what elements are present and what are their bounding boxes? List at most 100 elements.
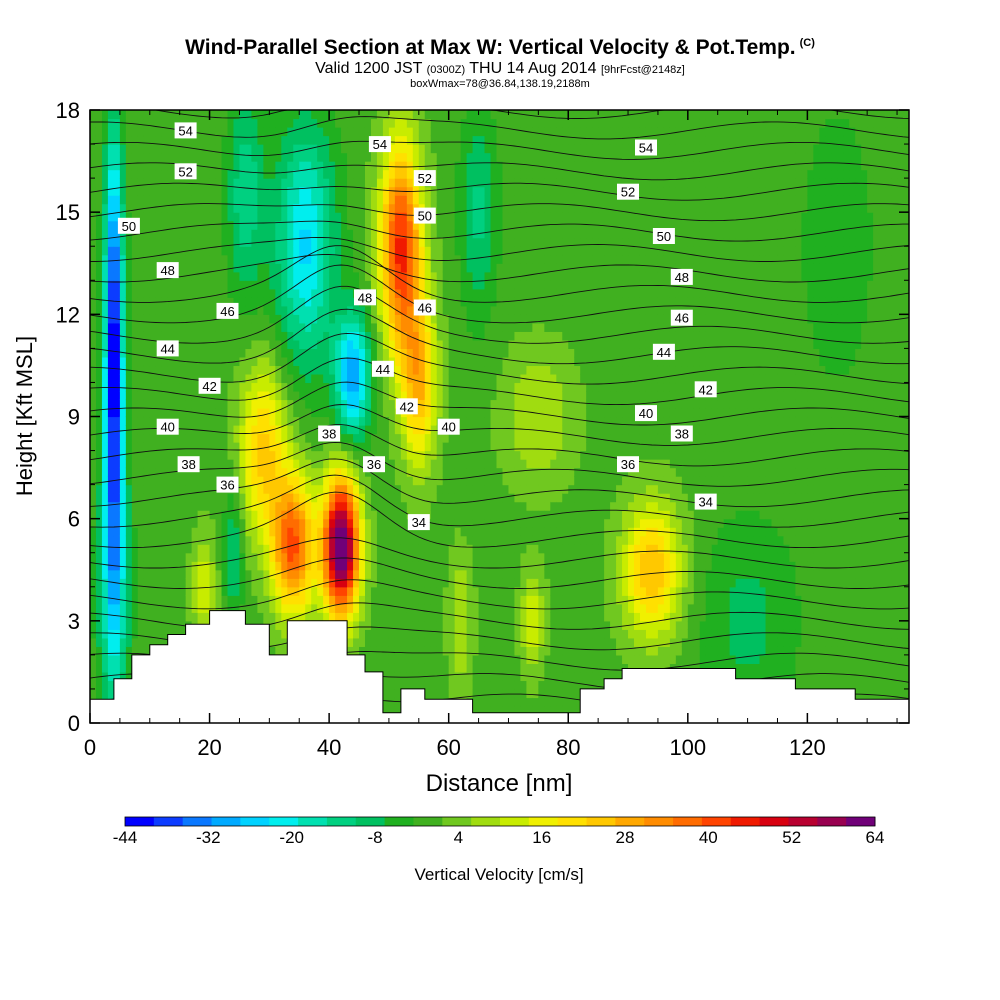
field-cell <box>233 203 241 213</box>
field-cell <box>406 135 414 145</box>
field-cell <box>95 118 103 128</box>
field-cell <box>359 186 366 196</box>
field-cell <box>347 382 354 392</box>
field-cell <box>185 595 193 605</box>
field-cell <box>167 246 175 256</box>
field-cell <box>490 322 498 332</box>
field-cell <box>400 144 408 154</box>
chart-subtitle: Valid 1200 JST (0300Z) THU 14 Aug 2014 [… <box>0 60 1000 78</box>
field-cell <box>359 382 366 392</box>
field-cell <box>113 110 121 120</box>
field-cell <box>502 586 510 596</box>
field-cell <box>209 135 217 145</box>
field-cell <box>388 620 396 630</box>
field-cell <box>269 314 276 324</box>
field-cell <box>305 271 312 281</box>
field-cell <box>107 595 115 605</box>
field-cell <box>203 127 211 137</box>
field-cell <box>496 356 504 367</box>
field-cell <box>359 612 366 622</box>
field-cell <box>466 484 474 494</box>
field-cell <box>394 493 402 503</box>
field-cell <box>107 671 115 682</box>
field-cell <box>155 501 163 511</box>
field-cell <box>263 314 270 324</box>
field-cell <box>179 612 187 622</box>
field-cell <box>323 407 330 418</box>
field-cell <box>442 442 450 452</box>
field-cell <box>161 203 169 213</box>
field-cell <box>125 535 133 545</box>
field-cell <box>335 578 342 588</box>
field-cell <box>101 561 109 571</box>
field-cell <box>287 467 294 477</box>
field-cell <box>281 612 288 622</box>
field-cell <box>233 169 241 179</box>
field-cell <box>364 552 372 562</box>
field-cell <box>257 271 264 281</box>
field-cell <box>227 603 235 613</box>
field-cell <box>131 314 139 324</box>
field-cell <box>329 373 336 384</box>
field-cell <box>215 450 223 460</box>
field-cell <box>287 254 294 264</box>
field-cell <box>131 195 139 205</box>
field-cell <box>269 484 276 494</box>
field-cell <box>496 518 504 528</box>
field-cell <box>269 178 276 188</box>
field-cell <box>335 569 342 579</box>
field-cell <box>161 612 169 622</box>
field-cell <box>263 484 270 494</box>
field-cell <box>167 459 175 469</box>
field-cell <box>281 212 288 222</box>
field-cell <box>299 152 306 162</box>
field-cell <box>370 314 378 324</box>
field-cell <box>269 493 276 503</box>
field-cell <box>448 271 456 281</box>
field-cell <box>496 578 504 588</box>
field-cell <box>364 535 372 545</box>
field-cell <box>436 688 444 699</box>
field-cell <box>119 407 127 418</box>
field-cell <box>287 203 294 213</box>
field-cell <box>317 271 324 281</box>
field-cell <box>347 612 354 622</box>
field-cell <box>167 144 175 154</box>
field-cell <box>353 339 360 349</box>
field-cell <box>424 629 432 639</box>
field-cell <box>341 271 348 281</box>
field-cell <box>394 620 402 630</box>
field-cell <box>251 569 258 579</box>
field-cell <box>448 501 456 511</box>
field-cell <box>239 552 247 562</box>
field-cell <box>376 654 384 664</box>
field-cell <box>323 561 330 571</box>
field-cell <box>95 620 103 630</box>
field-cell <box>90 646 97 656</box>
field-cell <box>203 110 211 120</box>
field-cell <box>281 314 288 324</box>
field-cell <box>448 646 456 656</box>
field-cell <box>209 186 217 196</box>
field-cell <box>460 569 468 579</box>
field-cell <box>269 254 276 264</box>
field-cell <box>496 203 504 213</box>
field-cell <box>299 373 306 384</box>
field-cell <box>119 144 127 154</box>
field-cell <box>484 314 492 324</box>
field-cell <box>107 169 115 179</box>
field-cell <box>113 237 121 247</box>
field-cell <box>90 459 97 469</box>
field-cell <box>382 637 390 647</box>
field-cell <box>460 280 468 290</box>
field-cell <box>335 382 342 392</box>
field-cell <box>95 586 103 596</box>
field-cell <box>179 501 187 511</box>
field-cell <box>90 671 97 682</box>
field-cell <box>359 646 366 656</box>
field-cell <box>239 152 247 162</box>
field-cell <box>347 459 354 469</box>
field-cell <box>245 467 253 477</box>
field-cell <box>209 569 217 579</box>
field-cell <box>101 442 109 452</box>
